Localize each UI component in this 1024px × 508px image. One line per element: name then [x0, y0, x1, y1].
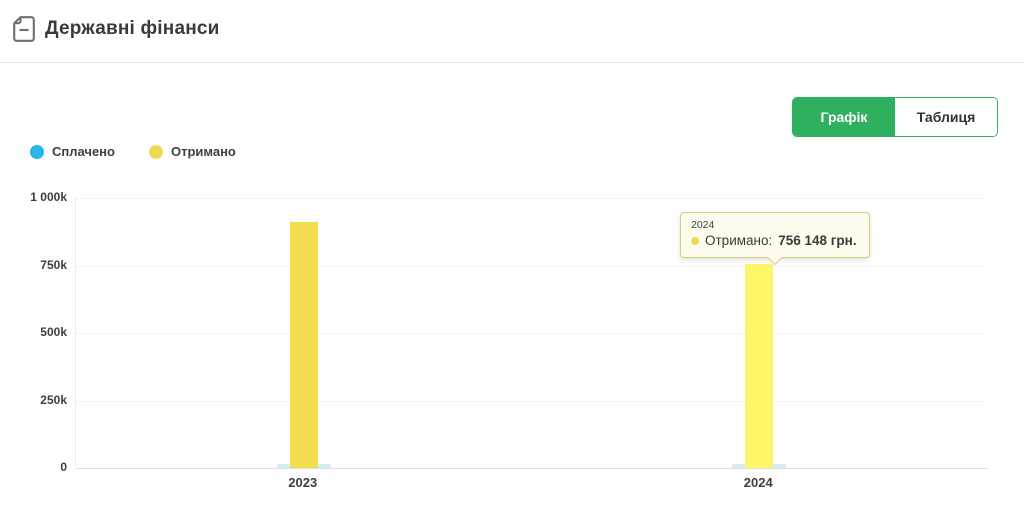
- y-axis-tick: 750k: [40, 257, 67, 272]
- chart-legend: Сплачено Отримано: [30, 144, 236, 159]
- x-axis-line: [76, 468, 987, 469]
- tooltip-value: 756 148 грн.: [778, 233, 857, 248]
- chart-tooltip: 2024 Отримано: 756 148 грн.: [680, 212, 870, 266]
- legend-label: Сплачено: [52, 144, 115, 159]
- y-axis-tick: 0: [60, 460, 67, 474]
- legend-label: Отримано: [170, 144, 236, 159]
- legend-item-1[interactable]: Отримано: [148, 144, 236, 159]
- legend-item-0[interactable]: Сплачено: [30, 144, 115, 159]
- document-icon: [13, 16, 35, 42]
- tooltip-series-dot-icon: [691, 237, 699, 245]
- bar-series1-2023[interactable]: [290, 222, 318, 468]
- gridline: [76, 198, 987, 199]
- gridline: [76, 333, 987, 334]
- page-header: Державні фінанси: [0, 0, 1024, 62]
- x-axis-label: 2023: [288, 475, 318, 490]
- tab-chart[interactable]: Графік: [793, 98, 895, 136]
- x-axis-label: 2024: [743, 475, 773, 490]
- gridline: [76, 400, 987, 402]
- legend-dot-icon: [148, 144, 163, 159]
- y-axis-tick: 250k: [40, 392, 67, 407]
- bar-chart: 1 000k 750k 500k 250k 0 2023 2024: [0, 180, 1024, 508]
- view-switch: Графік Таблиця: [792, 97, 998, 137]
- header-divider: [0, 62, 1024, 63]
- y-axis-tick: 500k: [40, 325, 67, 339]
- legend-dot-icon: [30, 144, 44, 159]
- bar-series1-2024[interactable]: [745, 264, 773, 468]
- y-axis-tick: 1 000k: [30, 190, 67, 204]
- gridline: [76, 265, 987, 267]
- tooltip-category: 2024: [691, 219, 715, 231]
- tooltip-series-label: Отримано:: [705, 233, 773, 248]
- page-title: Державні фінанси: [45, 18, 220, 39]
- tab-table[interactable]: Таблиця: [895, 98, 997, 136]
